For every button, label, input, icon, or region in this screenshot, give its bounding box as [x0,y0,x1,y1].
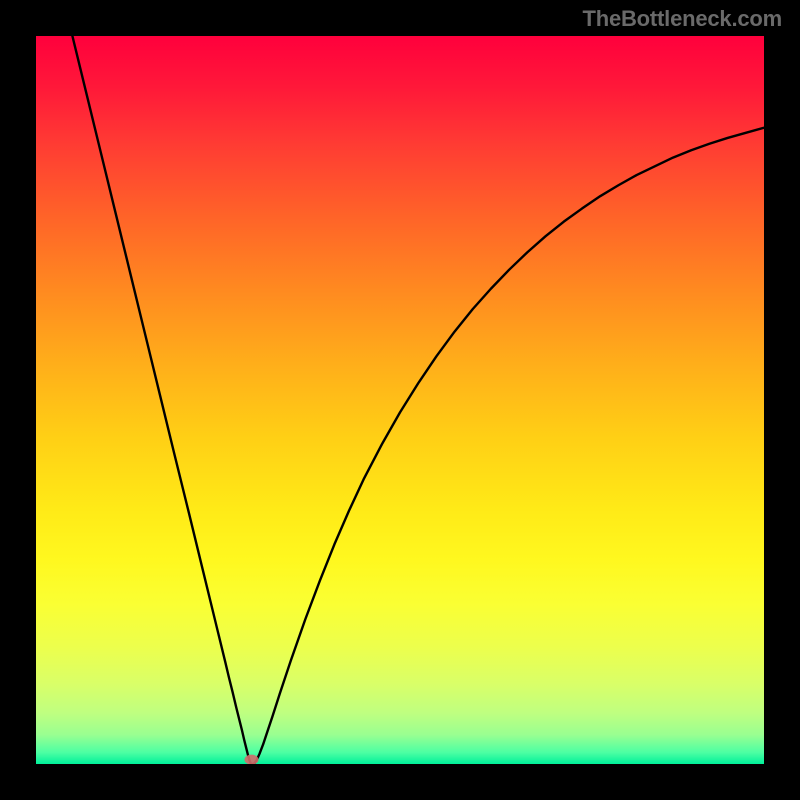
watermark-text: TheBottleneck.com [582,6,782,32]
chart-svg [36,36,764,764]
plot-area [36,36,764,764]
chart-frame: TheBottleneck.com [0,0,800,800]
plot-background [36,36,764,764]
